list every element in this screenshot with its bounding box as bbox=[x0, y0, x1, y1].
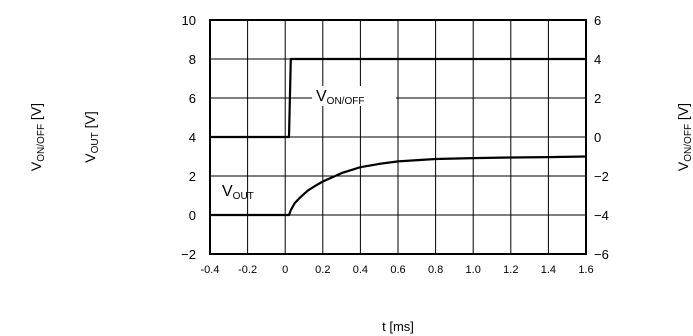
x-tick-label: 1.6 bbox=[578, 264, 593, 276]
series-line-von-off bbox=[210, 57, 586, 139]
y-left-inner-label: VOUT [V] bbox=[82, 111, 101, 162]
series-lines bbox=[210, 57, 587, 217]
series-line-vout bbox=[210, 155, 587, 217]
x-tick-label: 0.4 bbox=[353, 264, 368, 276]
y-right-tick-labels: 6 4 2 0 −2 −4 −6 bbox=[594, 13, 609, 262]
x-tick-label: -0.4 bbox=[201, 264, 220, 276]
x-axis-label: t [ms] bbox=[382, 319, 414, 334]
y-right-tick-label: −2 bbox=[594, 169, 609, 184]
von-annotation: VON/OFF bbox=[316, 88, 364, 107]
y-right-tick-label: 0 bbox=[594, 130, 601, 145]
x-tick-label: -0.2 bbox=[238, 264, 257, 276]
y-left-tick-labels: 10 8 6 4 2 0 −2 bbox=[181, 13, 196, 262]
x-tick-label: 0 bbox=[282, 264, 288, 276]
x-tick-label: 0.6 bbox=[390, 264, 405, 276]
y-right-tick-label: 4 bbox=[594, 52, 601, 67]
y-left-tick-label: 6 bbox=[189, 91, 196, 106]
x-tick-label: 1.4 bbox=[541, 264, 556, 276]
x-tick-label: 0.2 bbox=[315, 264, 330, 276]
y-right-tick-label: −4 bbox=[594, 208, 609, 223]
x-tick-label: 1.0 bbox=[466, 264, 481, 276]
vout-annotation: VOUT bbox=[222, 183, 254, 202]
y-left-outer-label: VON/OFF [V] bbox=[28, 103, 47, 171]
y-right-tick-label: −6 bbox=[594, 247, 609, 262]
y-left-tick-label: 8 bbox=[189, 52, 196, 67]
x-tick-label: 1.2 bbox=[503, 264, 518, 276]
y-left-tick-label: 2 bbox=[189, 169, 196, 184]
y-right-label: VON/OFF [V] bbox=[675, 103, 693, 171]
y-left-tick-label: 0 bbox=[189, 208, 196, 223]
x-tick-labels: -0.4 -0.2 0 0.2 0.4 0.6 0.8 1.0 1.2 1.4 1.6 bbox=[201, 264, 594, 276]
y-right-tick-label: 2 bbox=[594, 91, 601, 106]
von-label-bg bbox=[312, 86, 396, 106]
y-left-tick-label: 10 bbox=[182, 13, 196, 28]
y-left-tick-label: 4 bbox=[189, 130, 196, 145]
x-tick-label: 0.8 bbox=[428, 264, 443, 276]
y-left-tick-label: −2 bbox=[181, 247, 196, 262]
y-right-tick-label: 6 bbox=[594, 13, 601, 28]
